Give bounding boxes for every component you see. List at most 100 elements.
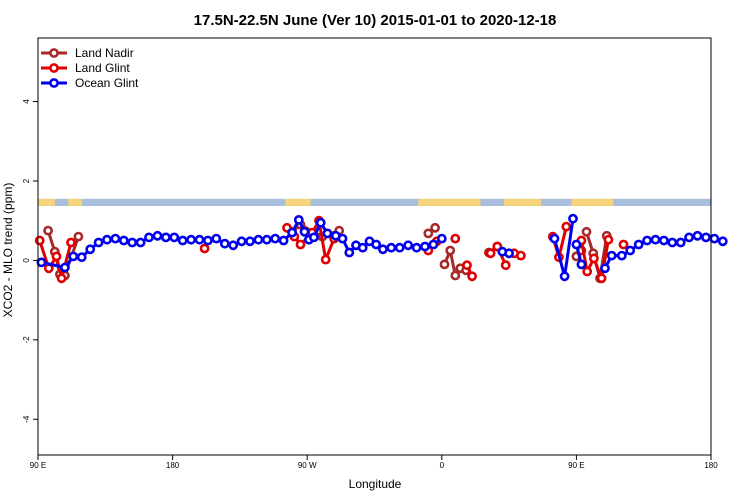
y-axis-label: XCO2 - MLO trend (ppm)	[1, 183, 15, 318]
ocean-glint-point	[194, 234, 205, 245]
land-nadir-point	[43, 225, 53, 236]
land-span-1	[68, 198, 82, 206]
land-span-3	[418, 198, 481, 206]
ocean-glint-point	[253, 234, 264, 245]
land-span-5	[571, 198, 614, 206]
land-glint-point	[462, 260, 472, 271]
ocean-glint-point	[278, 235, 289, 246]
ocean-glint-point	[68, 251, 79, 262]
ocean-glint-point	[371, 239, 382, 250]
land-glint-point	[582, 266, 593, 277]
land-nadir-point	[430, 222, 440, 233]
ocean-glint-point	[127, 237, 138, 248]
ocean-glint-point	[411, 242, 422, 253]
land-span-4	[504, 198, 542, 206]
ocean-glint-point	[709, 233, 720, 244]
legend-marker-land-nadir	[49, 48, 59, 58]
land-nadir-point	[73, 231, 84, 242]
ocean-glint-point	[236, 236, 247, 247]
ocean-glint-point	[504, 248, 514, 259]
land-span-2	[285, 198, 311, 206]
ocean-glint-point	[299, 226, 310, 237]
ocean-glint-point	[642, 235, 652, 246]
x-axis-label: Longitude	[349, 477, 402, 491]
series-layer	[34, 213, 728, 284]
land-glint-point	[485, 248, 496, 259]
ocean-glint-point	[576, 259, 587, 270]
land-glint-point	[199, 243, 210, 254]
land-nadir-point	[445, 245, 456, 256]
ocean-glint-point	[625, 245, 636, 256]
land-glint-point	[295, 239, 306, 250]
land-ocean-band	[38, 198, 711, 206]
x-tick-label: 180	[166, 461, 180, 470]
land-glint-point	[618, 239, 629, 250]
ocean-glint-point	[93, 237, 104, 248]
legend-marker-ocean-glint	[49, 78, 59, 88]
land-glint-point	[56, 273, 67, 284]
legend-label-land-glint: Land Glint	[75, 61, 130, 75]
ocean-glint-point	[308, 232, 319, 243]
ocean-glint-point	[600, 263, 610, 274]
ocean-glint-point	[118, 235, 129, 246]
land-glint-point	[51, 251, 62, 262]
ocean-glint-point	[659, 235, 669, 246]
ocean-glint-point	[344, 247, 355, 258]
ocean-glint-point	[667, 237, 678, 248]
land-glint-point	[589, 253, 599, 264]
x-tick-label: 90 W	[298, 461, 317, 470]
ocean-glint-point	[76, 252, 87, 263]
ocean-glint-point	[394, 242, 405, 253]
land-glint-point	[467, 271, 477, 282]
ocean-glint-point	[315, 217, 326, 228]
ocean-glint-point	[202, 235, 213, 246]
ocean-glint-point	[377, 244, 388, 255]
ocean-glint-point	[436, 233, 447, 244]
legend-marker-land-glint	[49, 63, 59, 73]
y-tick-label: -4	[22, 415, 31, 423]
ocean-glint-point	[428, 239, 439, 250]
y-tick-label: 4	[22, 99, 31, 104]
x-tick-label: 90 E	[30, 461, 46, 470]
land-glint-point	[516, 250, 526, 261]
ocean-glint-point	[160, 232, 171, 243]
x-tick-label: 180	[704, 461, 718, 470]
ocean-glint-point	[102, 234, 112, 245]
legend-label-land-nadir: Land Nadir	[75, 46, 134, 60]
ocean-glint-point	[322, 228, 333, 239]
ocean-glint-point	[692, 230, 703, 241]
axes: 90 E 180 90 W 0 90 E 180 -4 -2 0 2 4	[22, 37, 718, 470]
ocean-glint-point	[559, 271, 570, 282]
series-land-glint	[34, 215, 629, 284]
ocean-glint-point	[650, 234, 661, 245]
land-glint-point	[596, 273, 607, 284]
land-glint-point	[320, 254, 331, 265]
ocean-glint-point	[403, 240, 414, 251]
ocean-band	[38, 198, 711, 206]
ocean-glint-point	[228, 240, 239, 251]
ocean-glint-point	[293, 214, 304, 225]
ocean-glint-point	[287, 227, 297, 238]
ocean-glint-point	[420, 241, 430, 252]
land-glint-point	[450, 233, 461, 244]
ocean-glint-point	[270, 233, 281, 244]
ocean-glint-point	[169, 232, 180, 243]
ocean-glint-point	[152, 230, 163, 241]
chart-title: 17.5N-22.5N June (Ver 10) 2015-01-01 to …	[194, 12, 557, 29]
ocean-glint-point	[571, 239, 582, 250]
ocean-glint-point	[701, 232, 711, 243]
ocean-glint-point	[36, 257, 47, 268]
land-glint-point	[500, 260, 511, 271]
land-glint-point	[34, 235, 45, 246]
land-nadir-point	[581, 226, 592, 237]
ocean-glint-point	[144, 232, 154, 243]
ocean-glint-point	[219, 238, 230, 249]
ocean-glint-point	[633, 239, 644, 250]
ocean-glint-point	[261, 234, 272, 245]
series-ocean-glint	[36, 213, 728, 282]
land-glint-point	[66, 237, 76, 248]
land-glint-point	[561, 221, 572, 232]
